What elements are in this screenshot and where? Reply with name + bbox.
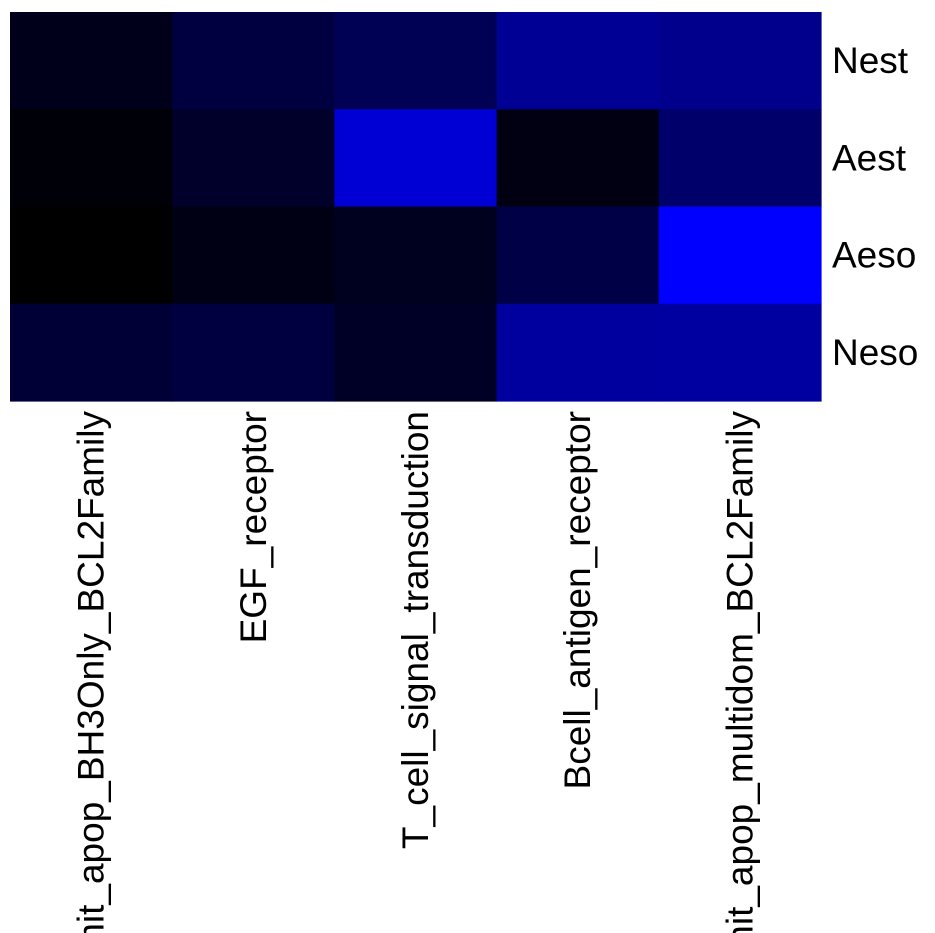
row-label: Nest [832,40,909,81]
heatmap-cell [334,303,498,402]
heatmap-cell [496,109,660,208]
column-label: Bcell_antigen_receptor [557,411,598,789]
column-labels: mit_apop_BH3Only_BCL2Family EGF_receptor T… [71,411,761,933]
row-labels: Nest Aest Aeso Neso [832,40,918,373]
heatmap-cell [172,206,335,305]
column-label: mit_apop_multidom_BCL2Family [719,411,760,933]
heatmap-cell [334,206,498,305]
row-label: Aest [832,137,907,178]
heatmap-cell [658,12,822,110]
heatmap-cell [10,12,173,110]
column-label: T_cell_signal_transduction [395,411,436,849]
heatmap-cell [334,12,498,110]
row-label: Neso [832,332,918,373]
heatmap-cell [496,303,660,402]
heatmap-cell [658,109,822,208]
heatmap-cell [658,206,822,305]
heatmap-cells [10,12,822,402]
heatmap-cell [172,303,335,402]
heatmap-cell [10,206,173,305]
column-label: EGF_receptor [233,411,274,643]
heatmap-cell [172,12,335,110]
heatmap-cell [10,109,173,208]
heatmap-cell [172,109,335,208]
column-label: mit_apop_BH3Only_BCL2Family [71,411,112,933]
heatmap-cell [334,109,498,208]
heatmap-cell [10,303,173,402]
heatmap-cell [658,303,822,402]
heatmap-cell [496,206,660,305]
heatmap-cell [496,12,660,110]
row-label: Aeso [832,235,916,276]
